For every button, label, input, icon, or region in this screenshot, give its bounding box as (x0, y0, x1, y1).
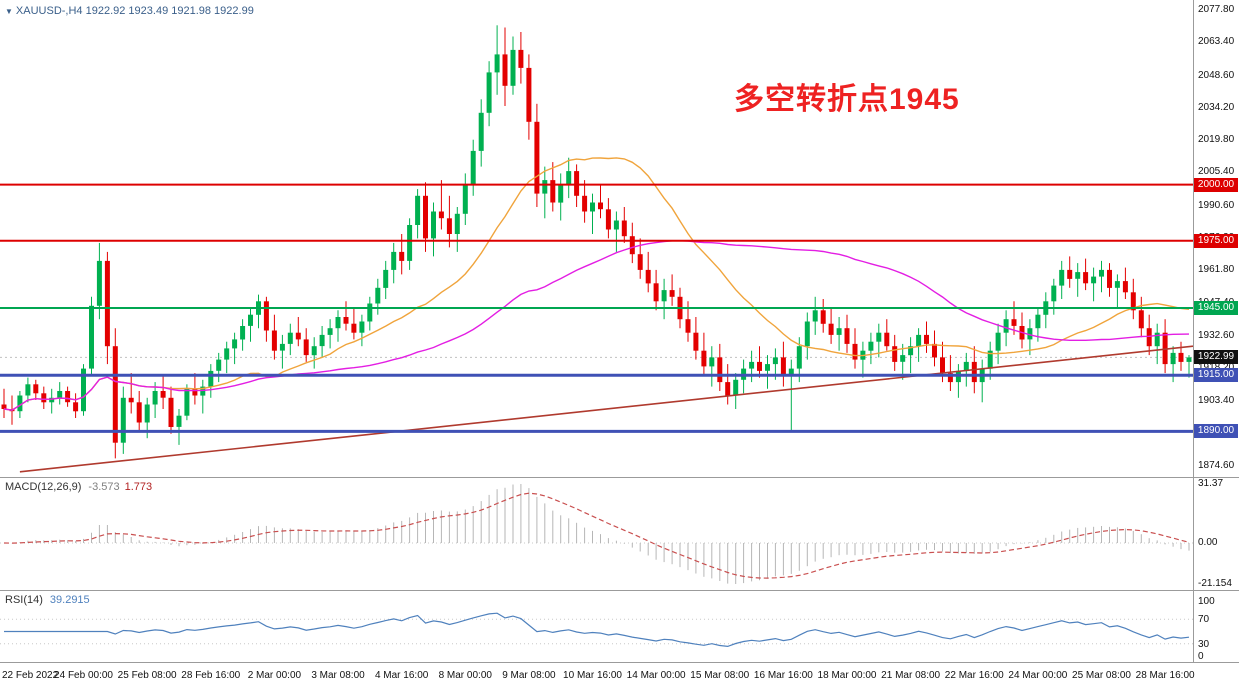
main-chart-panel[interactable]: ▼ XAUUSD-,H4 1922.92 1923.49 1921.98 1922… (0, 0, 1193, 477)
time-label: 16 Mar 16:00 (753, 670, 813, 681)
time-label: 22 Mar 16:00 (944, 670, 1004, 681)
time-label: 21 Mar 08:00 (881, 670, 941, 681)
macd-chart[interactable] (0, 478, 1193, 590)
rsi-label: RSI(14) 39.2915 (5, 594, 90, 606)
time-label: 8 Mar 00:00 (438, 670, 492, 681)
price-tick: 2077.80 (1198, 4, 1235, 15)
panel-splitter-macd[interactable] (0, 477, 1239, 478)
rsi-tick: 30 (1198, 638, 1210, 650)
macd-tick: 31.37 (1198, 478, 1224, 489)
time-label: 24 Feb 00:00 (54, 670, 113, 681)
price-tick: 1903.40 (1198, 395, 1235, 407)
time-label: 24 Mar 00:00 (1008, 670, 1068, 681)
symbol-ohlc-info: ▼ XAUUSD-,H4 1922.92 1923.49 1921.98 1922… (5, 5, 254, 17)
macd-axis: 31.37 0.00 -21.154 (1193, 478, 1239, 590)
symbol-ohlc-text: XAUUSD-,H4 1922.92 1923.49 1921.98 1922.… (15, 5, 254, 17)
price-tick: 2063.40 (1198, 36, 1235, 48)
time-label: 10 Mar 16:00 (563, 670, 622, 681)
time-label: 25 Feb 08:00 (117, 670, 177, 681)
macd-label: MACD(12,26,9) -3.573 1.773 (5, 481, 152, 493)
price-tick: 1961.80 (1198, 264, 1235, 276)
candlestick-chart[interactable] (0, 0, 1193, 477)
rsi-name: RSI(14) (5, 594, 43, 606)
macd-name: MACD(12,26,9) (5, 481, 82, 493)
macd-tick: 0.00 (1198, 537, 1218, 549)
macd-panel[interactable]: MACD(12,26,9) -3.573 1.773 (0, 478, 1193, 590)
current-price-badge: 1922.99 (1194, 350, 1238, 365)
time-label: 18 Mar 00:00 (817, 670, 877, 681)
time-label: 28 Mar 16:00 (1135, 670, 1195, 681)
time-axis[interactable]: 22 Feb 2022 24 Feb 00:00 25 Feb 08:00 28 Fe… (0, 663, 1239, 691)
price-tick: 2048.60 (1198, 69, 1235, 81)
price-tick: 1932.60 (1198, 329, 1235, 341)
rsi-value: 39.2915 (49, 594, 90, 606)
time-axis-border (0, 662, 1239, 663)
price-tick: 1874.60 (1198, 460, 1235, 471)
macd-signal-value: 1.773 (124, 481, 153, 493)
price-level-badge: 1975.00 (1194, 233, 1238, 248)
rsi-tick: 0 (1198, 651, 1204, 662)
time-label: 14 Mar 00:00 (626, 670, 686, 681)
macd-tick: -21.154 (1198, 578, 1232, 589)
price-level-badge: 1890.00 (1194, 424, 1238, 439)
rsi-axis: 100 70 30 0 (1193, 591, 1239, 662)
price-level-badge: 2000.00 (1194, 177, 1238, 192)
time-label: 15 Mar 08:00 (690, 670, 750, 681)
price-tick: 2019.80 (1198, 134, 1235, 146)
price-tick: 2034.20 (1198, 101, 1235, 113)
price-level-badge: 1945.00 (1194, 301, 1238, 316)
price-axis[interactable]: 2077.80 2063.40 2048.60 2034.20 2019.80 2005.… (1193, 0, 1239, 477)
time-label: 4 Mar 16:00 (374, 670, 429, 681)
price-level-badge: 1915.00 (1194, 368, 1238, 383)
symbol-dropdown-icon[interactable]: ▼ (5, 7, 13, 16)
time-label: 22 Feb 2022 (2, 670, 59, 681)
price-tick: 1990.60 (1198, 199, 1235, 211)
chart-annotation: 多空转折点1945 (734, 83, 960, 116)
time-label: 28 Feb 16:00 (181, 670, 241, 681)
macd-main-value: -3.573 (88, 481, 120, 493)
axis-border (1193, 0, 1194, 662)
rsi-tick: 70 (1198, 614, 1210, 626)
time-label: 2 Mar 00:00 (247, 670, 302, 681)
rsi-chart[interactable] (0, 591, 1193, 662)
price-tick: 1918.20 (1198, 362, 1234, 373)
rsi-panel[interactable]: RSI(14) 39.2915 (0, 591, 1193, 662)
time-label: 25 Mar 08:00 (1072, 670, 1131, 681)
time-label: 3 Mar 08:00 (311, 670, 365, 681)
panel-splitter-rsi[interactable] (0, 590, 1239, 591)
time-label: 9 Mar 08:00 (502, 670, 556, 681)
price-tick: 2005.40 (1198, 166, 1235, 178)
rsi-tick: 100 (1198, 596, 1215, 607)
